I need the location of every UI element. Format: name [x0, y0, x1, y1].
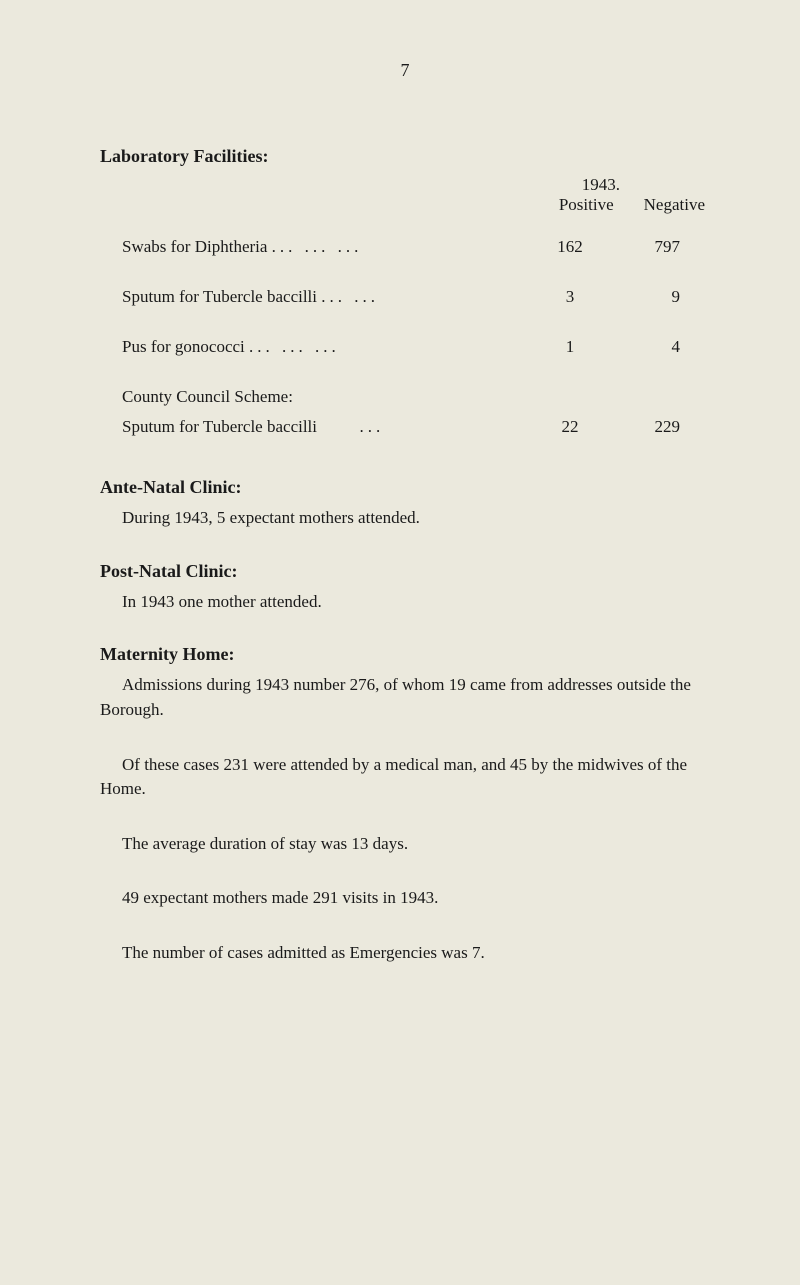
row-label: Swabs for Diphtheria ... ... ...: [100, 237, 520, 257]
post-natal-text: In 1943 one mother attended.: [100, 590, 710, 615]
lab-facilities-heading: Laboratory Facilities:: [100, 146, 710, 167]
row-positive: 22: [520, 417, 620, 437]
row-label: Pus for gonococci ... ... ...: [100, 337, 520, 357]
maternity-heading: Maternity Home:: [100, 644, 710, 665]
row-positive: 1: [520, 337, 620, 357]
row-label: Sputum for Tubercle baccilli ... ...: [100, 287, 520, 307]
maternity-p2: Of these cases 231 were attended by a me…: [100, 753, 710, 802]
ante-natal-text: During 1943, 5 expectant mothers attende…: [100, 506, 710, 531]
table-row: Sputum for Tubercle baccilli ... ... 3 9: [100, 287, 710, 307]
ante-natal-heading: Ante-Natal Clinic:: [100, 477, 710, 498]
row-positive: 162: [520, 237, 620, 257]
table-header: Positive Negative: [100, 195, 710, 215]
maternity-p5: The number of cases admitted as Emergenc…: [100, 941, 710, 966]
maternity-p1: Admissions during 1943 number 276, of wh…: [100, 673, 710, 722]
table-row: Pus for gonococci ... ... ... 1 4: [100, 337, 710, 357]
page-number: 7: [100, 60, 710, 81]
table-row: Swabs for Diphtheria ... ... ... 162 797: [100, 237, 710, 257]
col-negative: Negative: [644, 195, 705, 215]
col-positive: Positive: [559, 195, 614, 215]
row-negative: 9: [620, 287, 710, 307]
table-row: Sputum for Tubercle baccilli ... 22 229: [100, 417, 710, 437]
row-negative: 4: [620, 337, 710, 357]
table-year: 1943.: [100, 175, 710, 195]
post-natal-heading: Post-Natal Clinic:: [100, 561, 710, 582]
row-negative: 229: [620, 417, 710, 437]
maternity-p4: 49 expectant mothers made 291 visits in …: [100, 886, 710, 911]
maternity-p3: The average duration of stay was 13 days…: [100, 832, 710, 857]
row-positive: 3: [520, 287, 620, 307]
row-negative: 797: [620, 237, 710, 257]
county-scheme-label: County Council Scheme:: [100, 387, 710, 407]
row-label: Sputum for Tubercle baccilli ...: [100, 417, 520, 437]
